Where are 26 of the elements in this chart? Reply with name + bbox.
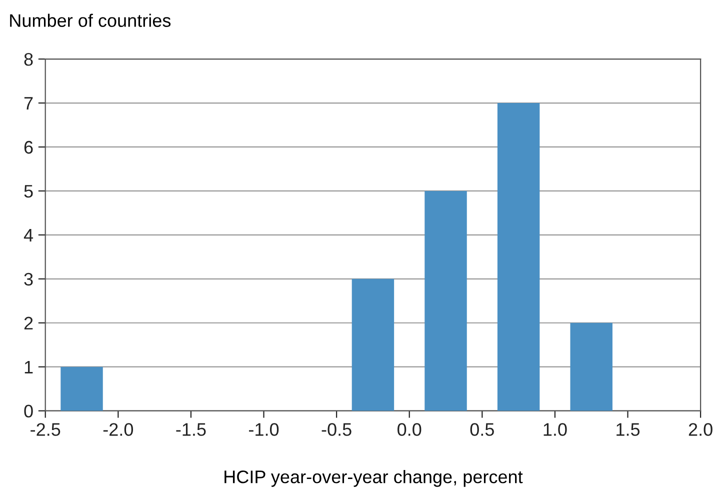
y-tick-label: 0 <box>24 404 33 418</box>
x-tick-label: -2.0 <box>103 423 134 436</box>
y-tick-label: 5 <box>24 185 33 198</box>
x-tick-label: -2.5 <box>30 423 60 436</box>
x-tick-label: 2.0 <box>688 423 712 436</box>
y-axis-title: Number of countries <box>10 14 171 27</box>
y-tick-label: 6 <box>24 140 33 154</box>
y-tick-label: 3 <box>24 272 33 286</box>
x-tick-label: 1.5 <box>616 423 640 436</box>
x-tick-label: -0.5 <box>322 423 352 436</box>
x-tick-label: 0.5 <box>470 423 494 436</box>
y-tick-label: 2 <box>24 316 33 330</box>
y-tick-label: 1 <box>24 360 33 374</box>
bar <box>570 322 612 411</box>
y-tick-label: 8 <box>24 52 33 66</box>
x-tick-label: -1.5 <box>176 423 206 436</box>
bar <box>352 278 394 411</box>
x-axis-title: HCIP year-over-year change, percent <box>224 470 523 487</box>
x-tick-label: 0.0 <box>398 423 422 436</box>
y-tick-label: 7 <box>24 97 33 110</box>
x-tick-label: -1.0 <box>249 423 279 436</box>
bar <box>60 366 103 411</box>
bar <box>497 103 540 411</box>
x-tick-label: 1.0 <box>544 423 567 436</box>
bar <box>424 190 467 411</box>
y-tick-label: 4 <box>24 229 34 242</box>
